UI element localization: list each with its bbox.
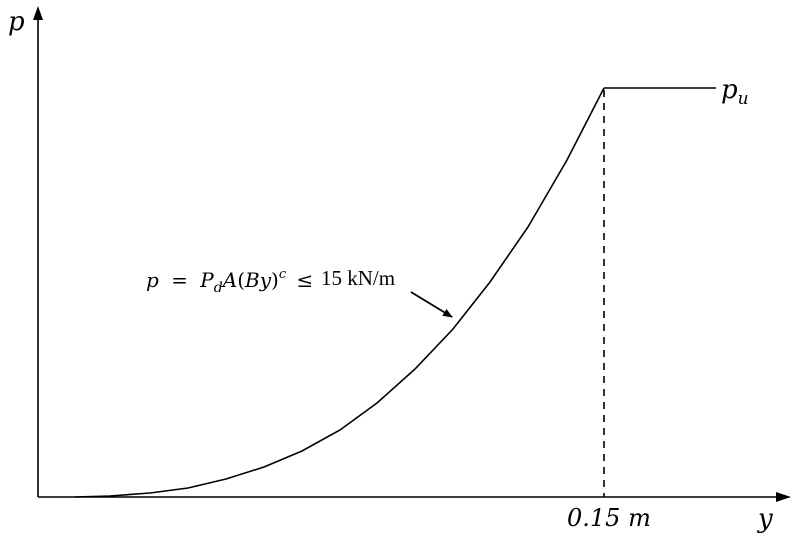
eq-le: ≤ bbox=[296, 268, 313, 292]
eq-equals: = bbox=[171, 268, 188, 292]
y-axis-label: p bbox=[8, 7, 25, 37]
cap-displacement-label: 0.15 m bbox=[567, 504, 651, 532]
equation-label: p = PdA(By)c ≤ bbox=[146, 259, 313, 296]
pu-main: p bbox=[721, 75, 738, 105]
eq-p: p bbox=[146, 268, 159, 292]
pu-sub: u bbox=[738, 89, 749, 109]
eq-y: y bbox=[259, 268, 272, 292]
eq-c: c bbox=[279, 267, 287, 282]
eq-lparen: ( bbox=[237, 268, 245, 292]
equation-bound: 15 kN/m bbox=[321, 266, 395, 290]
equation-pointer-arrow bbox=[410, 291, 453, 318]
eq-rparen: ) bbox=[271, 268, 279, 292]
p-y-curve bbox=[74, 87, 605, 498]
x-axis-arrowhead bbox=[776, 492, 791, 502]
eq-Pd-sub: d bbox=[214, 280, 223, 296]
y-axis-arrowhead bbox=[33, 6, 43, 20]
eq-A: A bbox=[221, 268, 237, 292]
eq-B: B bbox=[244, 268, 260, 292]
eq-Pd-main: P bbox=[199, 268, 214, 292]
x-axis-label: y bbox=[757, 504, 773, 534]
ultimate-capacity-label: pu bbox=[721, 75, 749, 109]
